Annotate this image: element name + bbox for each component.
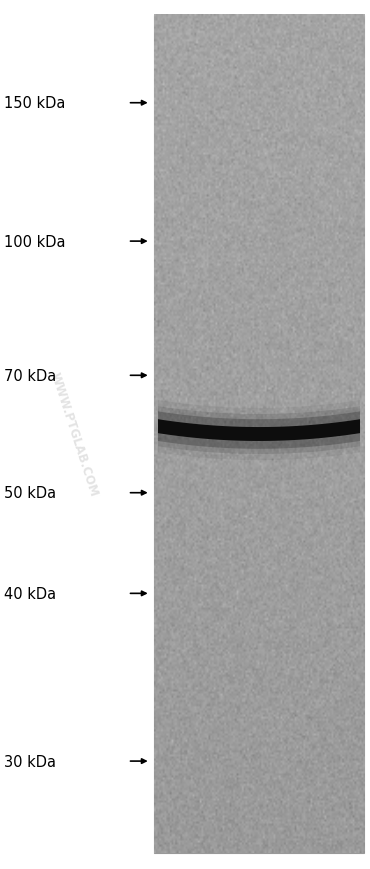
Text: 30 kDa: 30 kDa xyxy=(4,753,56,769)
Text: WWW.PTGLAB.COM: WWW.PTGLAB.COM xyxy=(48,371,100,498)
Text: 100 kDa: 100 kDa xyxy=(4,235,65,249)
Polygon shape xyxy=(158,412,360,449)
Text: 40 kDa: 40 kDa xyxy=(4,587,56,601)
Polygon shape xyxy=(158,401,360,461)
Polygon shape xyxy=(158,407,360,454)
Polygon shape xyxy=(158,420,360,441)
Text: 70 kDa: 70 kDa xyxy=(4,368,56,383)
Text: 150 kDa: 150 kDa xyxy=(4,96,65,111)
Text: 50 kDa: 50 kDa xyxy=(4,486,56,501)
Bar xyxy=(154,16,364,853)
